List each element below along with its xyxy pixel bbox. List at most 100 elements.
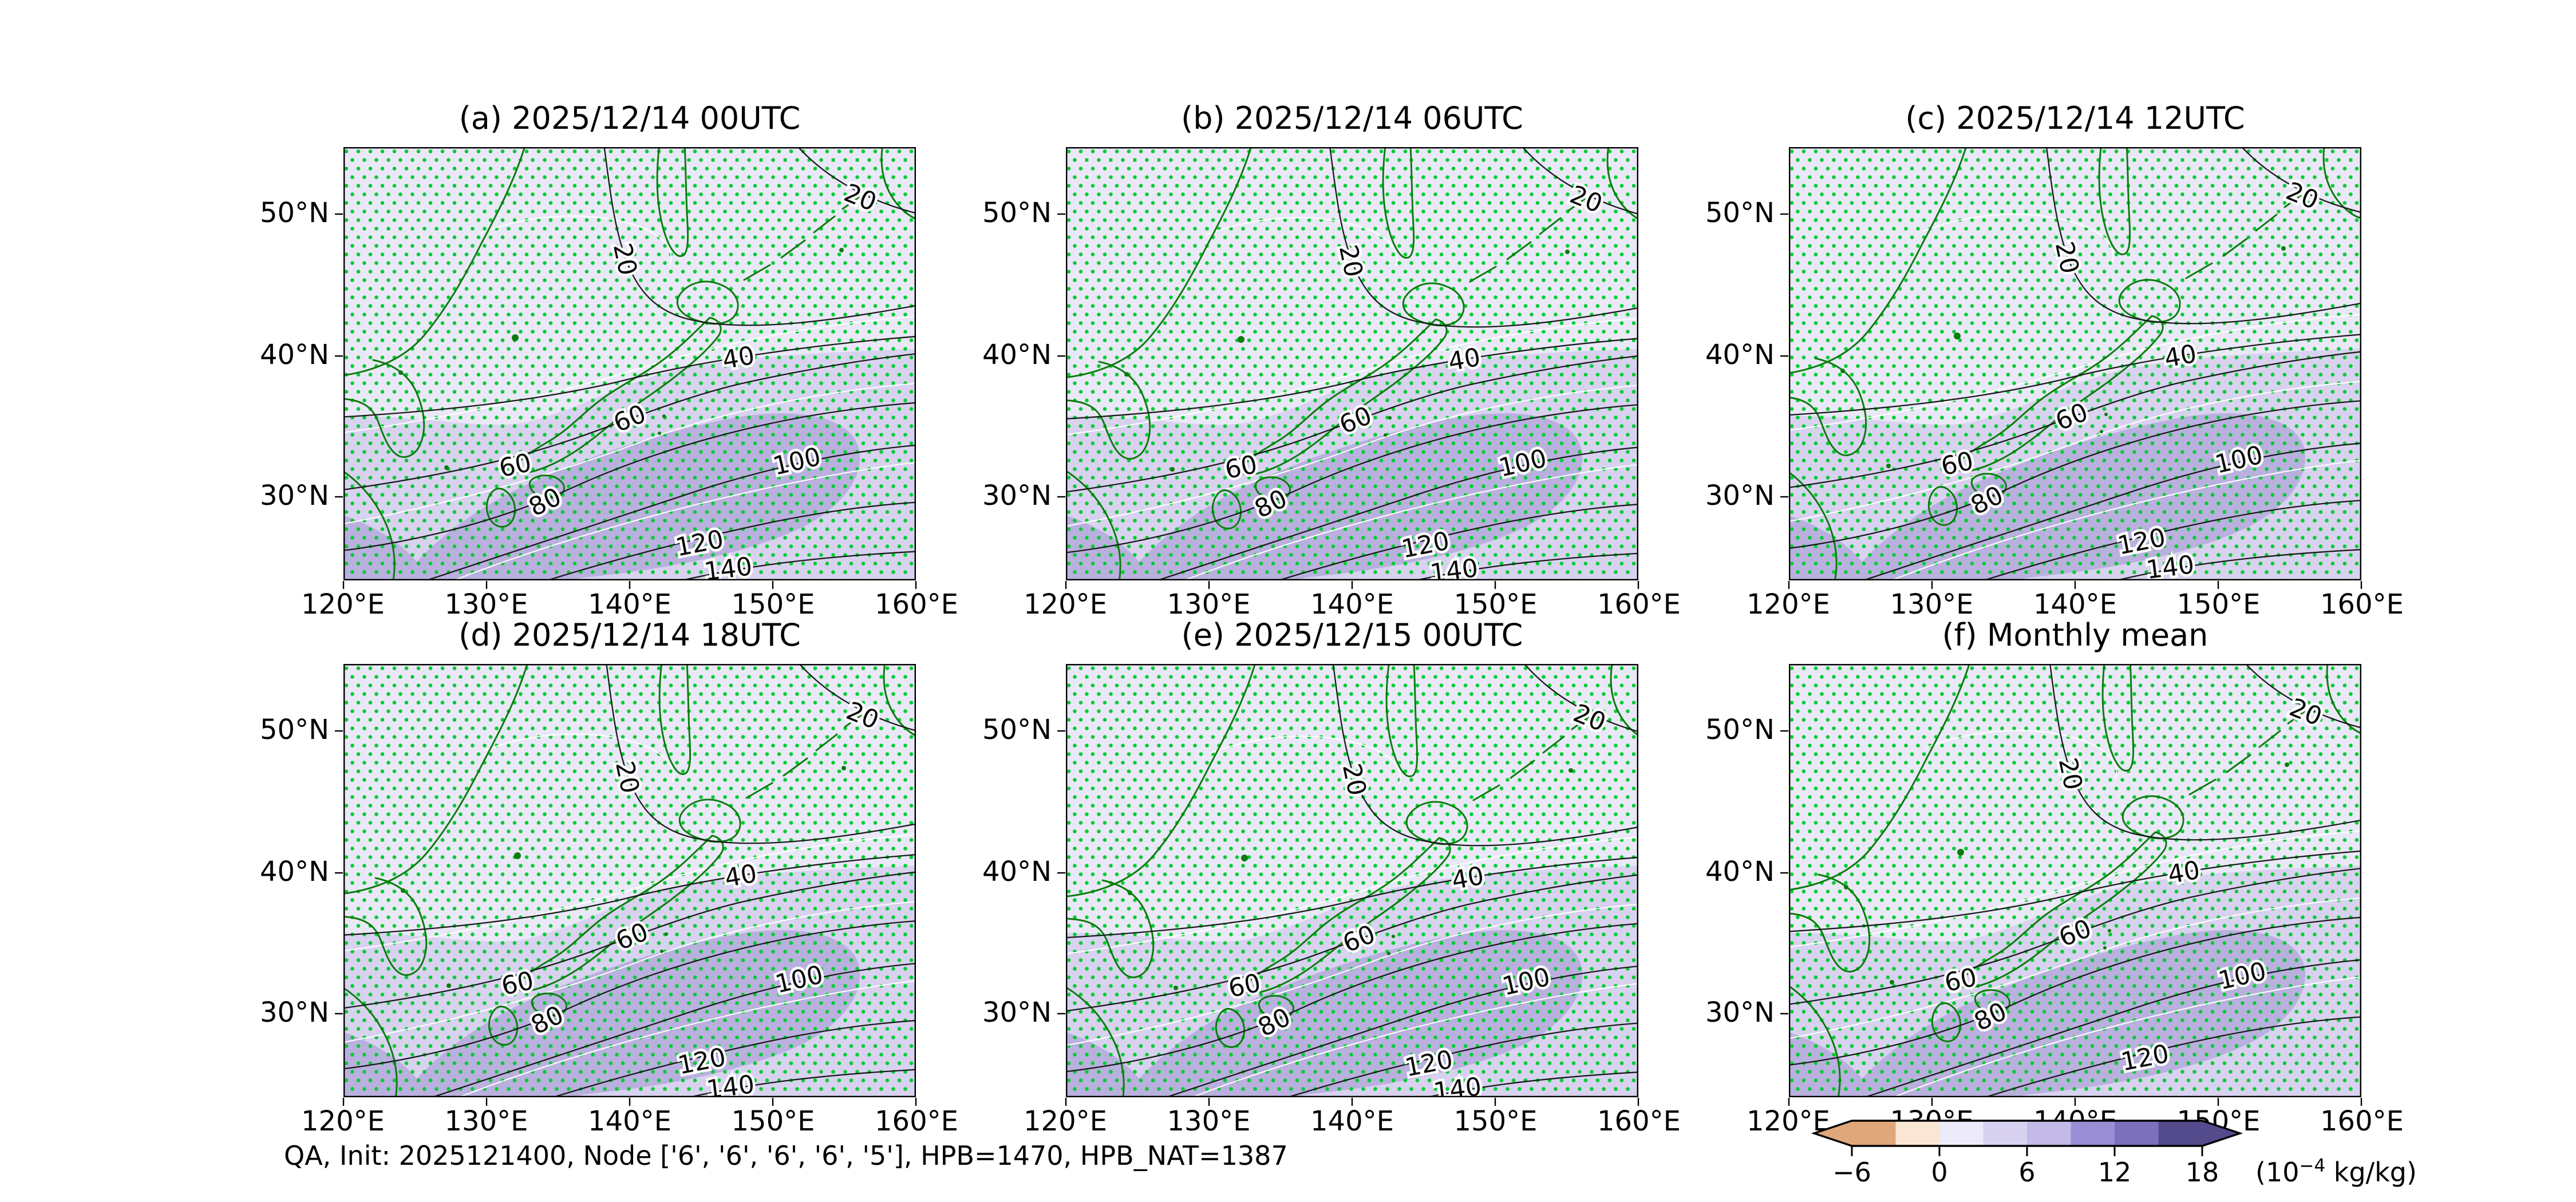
climatology-contour <box>452 462 916 580</box>
x-tick-label: 160°E <box>2320 588 2404 620</box>
colorbar-tick-label: −6 <box>1832 1157 1871 1188</box>
colorbar-segment <box>2071 1121 2115 1146</box>
panel-border <box>1789 147 2361 580</box>
contour-label-140: 140 <box>702 552 754 587</box>
contour-line-60 <box>1066 355 1638 493</box>
colorbar-svg: −6 0 6 12 18 (10−4 kg/kg) <box>1811 1120 2417 1188</box>
panel-title-d: (d) 2025/12/14 18UTC <box>459 617 801 653</box>
x-tick-label: 150°E <box>731 1105 815 1137</box>
y-tick-label: 30°N <box>260 996 329 1029</box>
climatology-contour <box>1789 830 2361 948</box>
contour-label-40: 40 <box>2166 856 2202 890</box>
climatology-contour <box>1210 736 1401 785</box>
x-tick-label: 150°E <box>731 588 815 620</box>
axis-ticks <box>1057 730 1639 1106</box>
axis-ticks <box>1780 730 2362 1106</box>
coastlines <box>1066 664 1638 1097</box>
panel-border <box>343 147 916 580</box>
climatology-contour <box>343 834 916 952</box>
x-tick-label: 130°E <box>1167 588 1251 620</box>
climatology-contour <box>1789 897 2361 1039</box>
colorbar-tick-label: 18 <box>2186 1157 2219 1188</box>
contour-line-80 <box>1789 916 2361 1066</box>
contour-label-140: 140 <box>705 1070 756 1105</box>
contour-line-20 <box>797 147 916 214</box>
y-tick-label: 50°N <box>982 197 1052 230</box>
x-tick-label: 160°E <box>1597 588 1681 620</box>
climatology-contour <box>457 980 916 1097</box>
x-tick-label: 160°E <box>875 588 958 620</box>
stipple-dots <box>1789 664 2361 1097</box>
panel-a: (a) 2025/12/14 00UTC 20 20 40 60 60 80 100 120 1… <box>260 100 958 620</box>
y-tick-label: 40°N <box>1705 339 1775 371</box>
contour-line-100 <box>424 444 916 580</box>
panel-border <box>1789 664 2361 1097</box>
x-tick-label: 140°E <box>1310 588 1394 620</box>
x-tick-label: 130°E <box>444 588 528 620</box>
contour-line-60 <box>1789 867 2361 1005</box>
panel-e: (e) 2025/12/15 00UTC 20 20 40 60 60 80 100 120 1… <box>982 617 1681 1137</box>
contour-line-120 <box>1981 500 2361 580</box>
contour-label-40: 40 <box>720 341 757 375</box>
contour-line-20 <box>2245 664 2361 729</box>
coastlines <box>343 147 916 580</box>
panel-border <box>1066 147 1638 580</box>
y-tick-label: 40°N <box>260 856 329 888</box>
y-tick-label: 40°N <box>260 339 329 371</box>
climatology-contour <box>1066 836 1638 954</box>
colorbar-under-arrow <box>1814 1121 1852 1146</box>
climatology-contour <box>1182 464 1638 580</box>
contour-label-140: 140 <box>2144 550 2196 585</box>
x-tick-label: 160°E <box>875 1105 958 1137</box>
panel-border <box>343 664 916 1097</box>
contour-line-120 <box>545 501 916 580</box>
climatology-contour <box>1066 903 1638 1046</box>
x-tick-label: 150°E <box>1453 1105 1538 1137</box>
contour-line-80 <box>1789 400 2361 549</box>
contour-line-20 <box>603 147 916 326</box>
panel-d: (d) 2025/12/14 18UTC 20 20 40 60 60 80 100 120 1… <box>260 617 958 1137</box>
y-tick-label: 40°N <box>982 856 1052 888</box>
axis-ticks <box>1057 213 1639 589</box>
coastlines <box>1789 664 2361 1097</box>
colorbar: −6 0 6 12 18 (10−4 kg/kg) <box>1797 1113 2576 1199</box>
contour-line-20 <box>1332 664 1638 847</box>
contour-line-60 <box>1066 874 1638 1012</box>
contour-line-20 <box>799 664 916 732</box>
contour-line-60 <box>1789 351 2361 488</box>
contour-line-120 <box>1276 503 1638 580</box>
y-tick-label: 40°N <box>1705 856 1775 888</box>
x-tick-label: 160°E <box>2320 1105 2404 1137</box>
contour-label-100: 100 <box>772 960 825 999</box>
colorbar-tick-label: 0 <box>1931 1157 1947 1188</box>
contour-line-120 <box>1285 1022 1638 1097</box>
contour-line-140 <box>1412 552 1638 580</box>
contour-line-80 <box>343 402 916 551</box>
climatology-contour <box>1922 213 2114 263</box>
climatology-contour <box>1789 381 2361 523</box>
climatology-contour <box>1789 314 2361 431</box>
contour-line-80 <box>343 920 916 1070</box>
colorbar-over-arrow <box>2202 1121 2240 1146</box>
climatology-contour <box>1926 730 2117 780</box>
climatology-contour <box>1066 385 1638 527</box>
y-tick-label: 30°N <box>1705 996 1775 1029</box>
colorbar-segment <box>1895 1121 1940 1146</box>
panel-f: (f) Monthly mean 20 20 40 60 60 80 100 120 120°… <box>1705 617 2404 1137</box>
colorbar-tick-label: 6 <box>2018 1157 2035 1188</box>
contour-label-140: 140 <box>1432 1072 1483 1107</box>
climatology-contour <box>343 901 916 1043</box>
climatology-contour <box>1206 217 1398 267</box>
y-tick-label: 50°N <box>1705 714 1775 746</box>
contour-line-120 <box>1983 1016 2361 1097</box>
contour-label-140: 140 <box>1428 553 1480 588</box>
colorbar-tick-label: 12 <box>2098 1157 2132 1188</box>
contour-line-20 <box>2045 147 2361 325</box>
colorbar-segment <box>1852 1121 1897 1146</box>
x-tick-label: 120°E <box>301 1105 385 1137</box>
contour-line-100 <box>1863 959 2361 1097</box>
